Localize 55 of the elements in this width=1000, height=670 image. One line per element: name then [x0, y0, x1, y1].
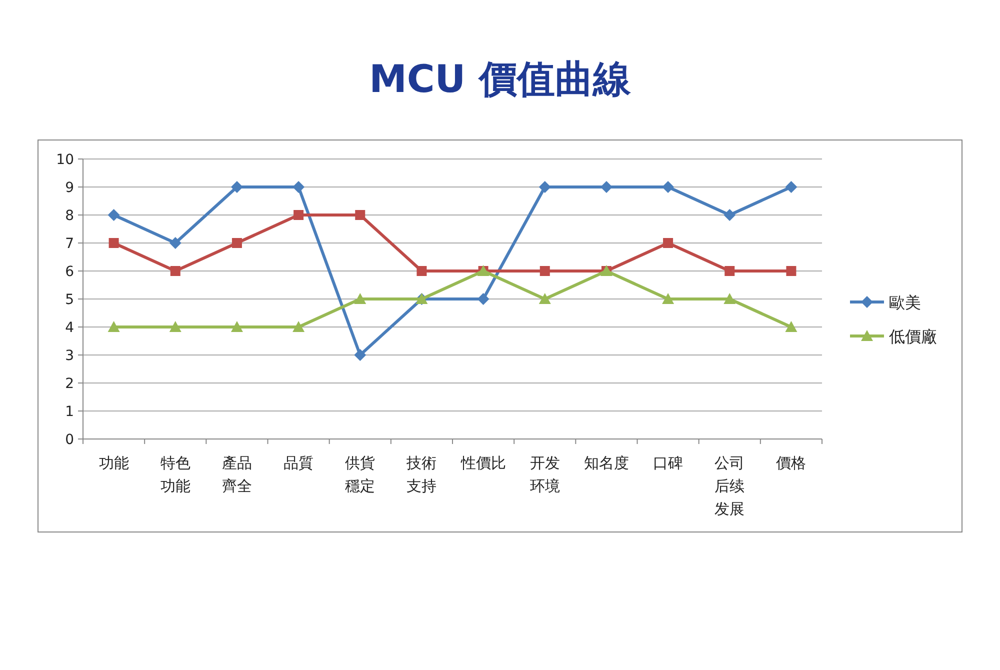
point: [108, 238, 119, 248]
x-tick-label: 產品齊全: [222, 454, 252, 495]
y-tick-label: 6: [65, 264, 74, 280]
y-tick-label: 5: [65, 292, 74, 308]
x-tick-label: 公司后续发展: [714, 454, 745, 518]
x-tick-label: 功能: [98, 454, 129, 472]
point: [292, 181, 305, 193]
point: [292, 321, 305, 332]
point: [538, 293, 551, 304]
x-tick-label: 供貨穩定: [345, 454, 376, 495]
point: [169, 321, 182, 332]
y-tick-label: 10: [56, 152, 74, 168]
point: [354, 349, 366, 361]
point: [294, 210, 304, 220]
point: [169, 237, 182, 249]
x-tick-label: 知名度: [584, 454, 629, 472]
y-tick-label: 1: [65, 404, 74, 420]
point: [724, 266, 735, 276]
point: [662, 181, 674, 193]
point: [724, 209, 736, 221]
x-tick-label: 品質: [284, 454, 314, 472]
y-tick-label: 7: [65, 236, 74, 252]
title: MCU 價值曲線: [369, 57, 631, 101]
x-tick-label: 技術支持: [406, 454, 437, 495]
point: [355, 210, 366, 220]
point: [538, 181, 551, 193]
x-tick-label: 性價比: [460, 454, 506, 472]
point: [785, 181, 798, 193]
point: [108, 209, 120, 221]
legend-label: 歐美: [889, 293, 921, 312]
point: [724, 293, 736, 304]
y-tick-label: 9: [65, 180, 74, 196]
point: [662, 293, 674, 304]
point: [232, 238, 242, 248]
y-tick-label: 4: [65, 320, 74, 336]
point: [230, 181, 243, 193]
x-tick-label: 口碑: [653, 454, 684, 472]
y-tick-label: 0: [65, 432, 74, 448]
point: [540, 266, 550, 276]
point: [663, 238, 674, 248]
legend-label: 低價廠: [889, 327, 937, 346]
y-tick-label: 3: [65, 348, 74, 364]
point: [785, 321, 798, 332]
point: [477, 293, 490, 305]
y-tick-label: 2: [65, 376, 74, 392]
x-tick-label: 开发环境: [530, 454, 560, 495]
point: [416, 266, 427, 276]
point: [230, 321, 243, 332]
x-tick-label: 價格: [776, 454, 806, 472]
x-tick-label: 特色功能: [160, 454, 190, 495]
point: [354, 293, 366, 304]
point: [786, 266, 796, 276]
point: [170, 266, 180, 276]
y-tick-label: 8: [65, 208, 74, 224]
point: [108, 321, 120, 332]
